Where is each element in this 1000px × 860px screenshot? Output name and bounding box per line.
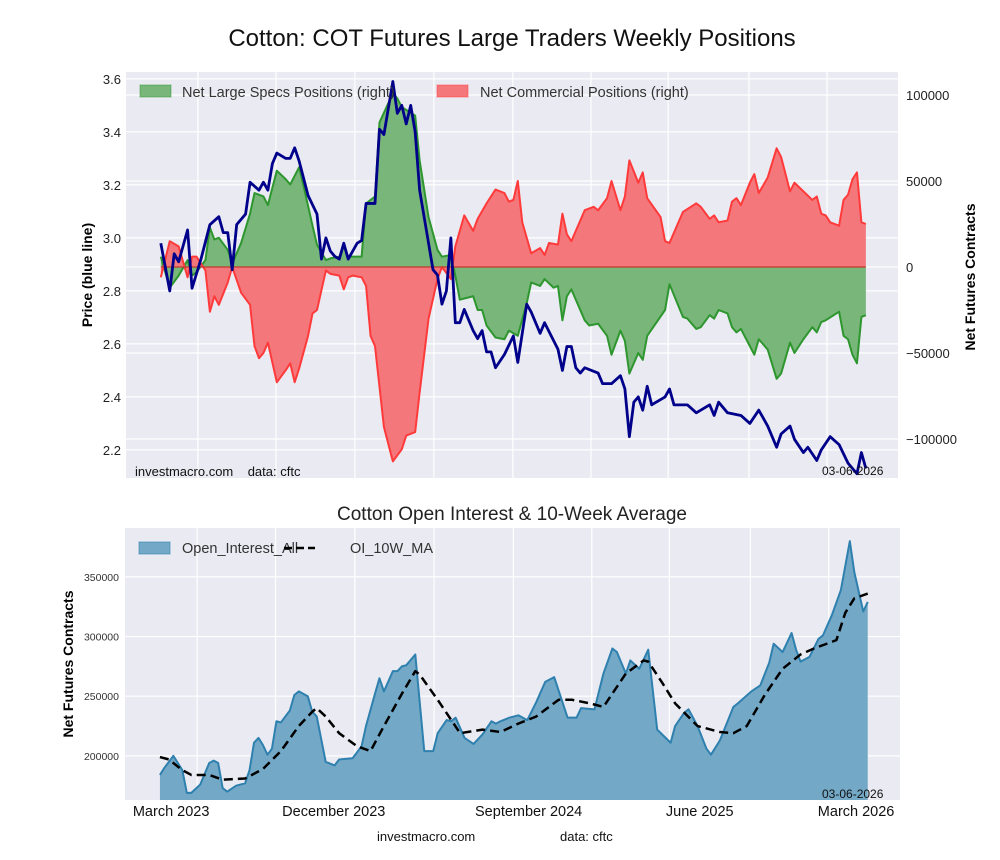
commercial-line xyxy=(159,147,867,463)
oi-chart-title: Cotton Open Interest & 10-Week Average xyxy=(337,504,687,525)
legend-swatch-commercial xyxy=(436,84,469,98)
specs-area xyxy=(160,93,866,379)
top-source-note: investmacro.com data: cftc xyxy=(135,464,301,479)
bottom-y-ticks: 200000 250000 300000 350000 xyxy=(84,572,119,763)
legend-label-commercial: Net Commercial Positions (right) xyxy=(480,85,689,101)
contracts-tick-label: −50000 xyxy=(906,346,950,361)
price-tick-label: 3.2 xyxy=(103,178,121,193)
top-series-group xyxy=(159,80,868,476)
top-date-note: 03-06-2026 xyxy=(822,464,884,478)
legend-swatch-oi xyxy=(138,541,171,555)
oi-10w-ma-line xyxy=(159,592,869,781)
oi-tick-label: 300000 xyxy=(84,632,119,644)
date-tick-label: December 2023 xyxy=(282,804,385,820)
date-tick-label: March 2023 xyxy=(133,804,210,820)
contracts-tick-label: 0 xyxy=(906,260,913,275)
open-interest-area xyxy=(159,541,868,800)
bottom-legend: Open_Interest_All OI_10W_MA xyxy=(138,541,433,557)
price-tick-label: 3.0 xyxy=(103,231,121,246)
price-tick-label: 2.6 xyxy=(103,337,121,352)
legend-label-oi: Open_Interest_All xyxy=(182,541,298,557)
contracts-tick-label: 100000 xyxy=(906,88,949,103)
price-axis-label: Price (blue line) xyxy=(79,223,95,327)
commercial-area xyxy=(160,148,866,462)
price-tick-label: 2.8 xyxy=(103,284,121,299)
contracts-tick-label: −100000 xyxy=(906,432,957,447)
date-tick-label: September 2024 xyxy=(475,804,582,820)
oi-tick-label: 250000 xyxy=(84,691,119,703)
bottom-x-ticks: March 2023 December 2023 September 2024 Jun… xyxy=(133,804,895,820)
contracts-tick-label: 50000 xyxy=(906,174,942,189)
price-tick-label: 2.4 xyxy=(103,390,121,405)
legend-swatch-specs xyxy=(139,84,172,98)
price-tick-label: 3.4 xyxy=(103,125,121,140)
oi-axis-label: Net Futures Contracts xyxy=(60,590,76,737)
price-tick-label: 3.6 xyxy=(103,72,121,87)
footer-site: investmacro.com xyxy=(377,829,475,844)
top-legend: Net Large Specs Positions (right) Net Co… xyxy=(139,84,689,101)
footer-source: data: cftc xyxy=(560,829,613,844)
legend-label-ma: OI_10W_MA xyxy=(350,541,433,557)
oi-tick-label: 200000 xyxy=(84,751,119,763)
price-tick-label: 2.2 xyxy=(103,443,121,458)
top-right-ticks: −100000 −50000 0 50000 100000 xyxy=(906,88,957,447)
oi-tick-label: 350000 xyxy=(84,572,119,584)
date-tick-label: June 2025 xyxy=(666,804,734,820)
bottom-series-group xyxy=(159,540,869,800)
main-chart-title: Cotton: COT Futures Large Traders Weekly… xyxy=(228,25,795,52)
price-line xyxy=(159,80,868,476)
net-contracts-axis-label: Net Futures Contracts xyxy=(962,203,978,350)
top-left-ticks: 2.2 2.4 2.6 2.8 3.0 3.2 3.4 3.6 xyxy=(103,72,121,458)
bottom-date-note: 03-06-2026 xyxy=(822,787,884,801)
legend-label-specs: Net Large Specs Positions (right) xyxy=(182,85,395,101)
open-interest-line xyxy=(159,540,869,794)
date-tick-label: March 2026 xyxy=(818,804,895,820)
